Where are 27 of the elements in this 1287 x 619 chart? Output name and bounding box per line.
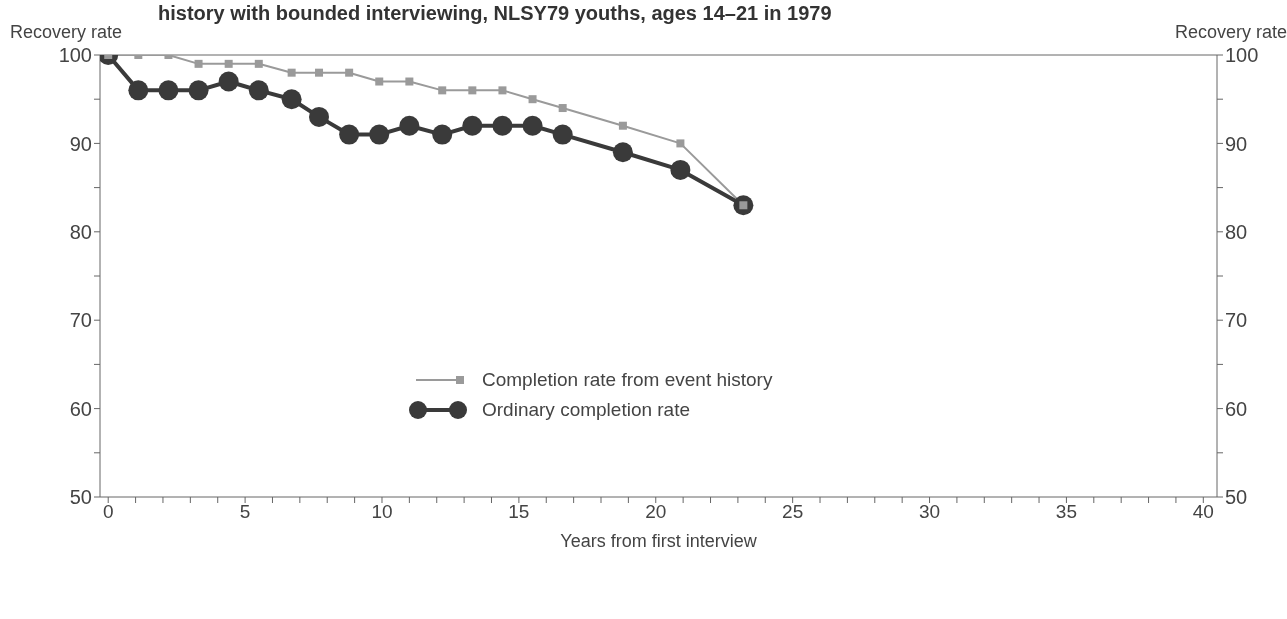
y-axis-title: Recovery rate [10,22,123,43]
x-tick-label: 5 [239,501,251,523]
x-tick-label: 35 [1055,501,1077,523]
x-axis-title: Years from first interview [560,531,758,551]
y2-tick-label: 80 [1225,220,1248,243]
y2-tick-label: 70 [1225,309,1248,332]
x-tick-label: 25 [782,501,804,523]
y2-tick-label: 90 [1225,132,1248,155]
y-tick-label: 50 [69,486,92,509]
y-tick-label: 100 [58,44,92,67]
y2-tick-label: 60 [1225,397,1248,420]
legend-label: Completion rate from event history [482,369,773,391]
y-tick-label: 90 [69,132,92,155]
x-tick-label: 15 [508,501,530,523]
x-tick-label: 20 [645,501,667,523]
y2-tick-label: 100 [1225,44,1259,67]
y-tick-label: 60 [69,397,92,420]
y2-tick-label: 50 [1225,486,1248,509]
y-tick-label: 80 [69,220,92,243]
x-tick-label: 30 [918,501,941,523]
y2-axis-title: Recovery rate [1174,22,1287,43]
y-tick-label: 70 [69,309,92,332]
chart-title: history with bounded interviewing, NLSY79 youths, ages 14–21 in 1979 [158,2,832,25]
x-tick-label: 0 [102,501,114,523]
x-tick-label: 40 [1192,501,1214,523]
x-tick-label: 10 [371,501,393,523]
legend-label: Ordinary completion rate [482,399,691,421]
